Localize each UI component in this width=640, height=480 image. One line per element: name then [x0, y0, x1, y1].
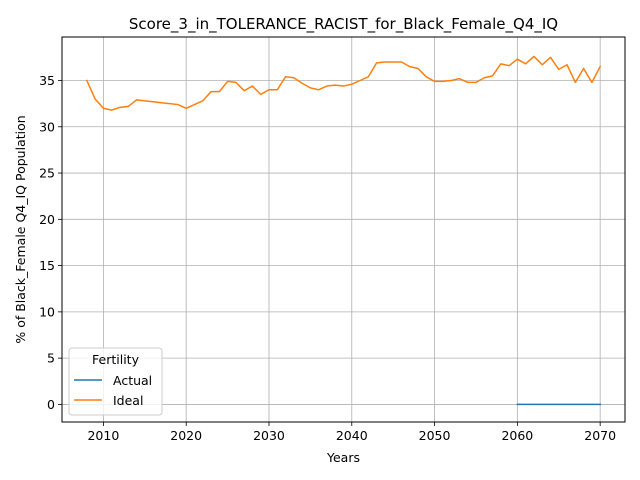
y-tick-label: 20: [39, 212, 55, 227]
y-tick-label: 25: [39, 166, 55, 181]
x-tick-label: 2030: [253, 428, 285, 443]
x-axis-label: Years: [326, 450, 360, 465]
x-tick-label: 2050: [419, 428, 451, 443]
x-tick-label: 2040: [336, 428, 368, 443]
y-tick-label: 15: [39, 258, 55, 273]
chart-title: Score_3_in_TOLERANCE_RACIST_for_Black_Fe…: [129, 15, 558, 34]
x-tick-label: 2070: [584, 428, 616, 443]
y-tick-label: 35: [39, 73, 55, 88]
series-line-ideal: [85, 55, 602, 111]
y-axis-label: % of Black_Female Q4_IQ Population: [13, 115, 28, 343]
y-tick-label: 10: [39, 304, 55, 319]
ticks: 2010 2020 2030 2040 2050 2060 2070 0 5 10 15 20 25 30…: [39, 73, 616, 443]
y-tick-label: 0: [47, 397, 55, 412]
x-tick-label: 2010: [87, 428, 119, 443]
x-tick-label: 2020: [170, 428, 202, 443]
legend-box: [68, 347, 163, 416]
y-tick-label: 5: [47, 351, 55, 366]
x-tick-label: 2060: [501, 428, 533, 443]
y-tick-label: 30: [39, 119, 55, 134]
legend-title: Fertility: [92, 352, 140, 367]
plot-frame: [61, 36, 626, 423]
legend-label-ideal: Ideal: [113, 393, 143, 408]
legend: Fertility Actual Ideal: [68, 347, 163, 416]
series-layer: [85, 55, 602, 406]
legend-label-actual: Actual: [113, 373, 152, 388]
